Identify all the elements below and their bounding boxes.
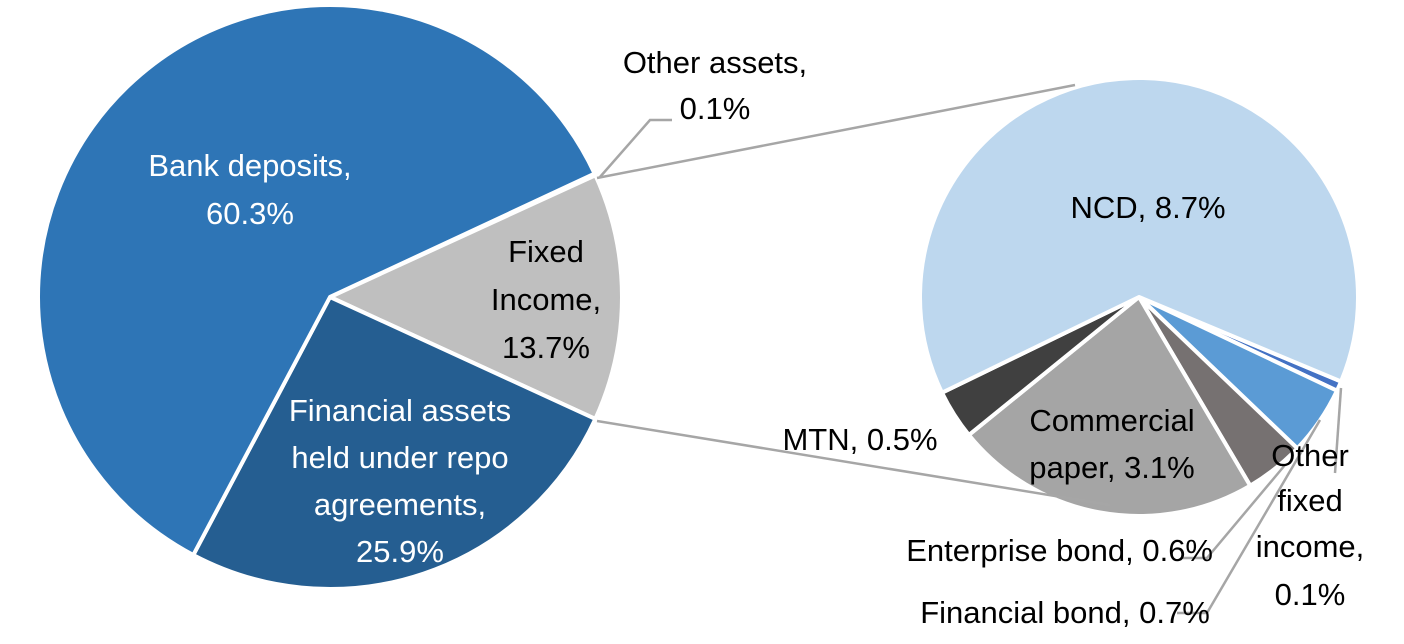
slice-ncd [918,76,1361,395]
label-enterprise-bond: Enterprise bond, 0.6% [906,533,1213,568]
leader-other-assets [599,118,672,178]
label-bank-deposits-value: 60.3% [206,196,294,231]
leader-financial-bond [1177,419,1322,615]
label-financial-assets-line: held under repo [291,440,508,475]
connector-line-top [596,83,1076,180]
label-other-assets: Other assets, 0.1% [623,45,807,126]
label-commercial-paper-line: Commercial [1029,403,1194,438]
label-ncd: NCD, 8.7% [1070,190,1225,225]
label-commercial-paper-value: paper, 3.1% [1029,450,1194,485]
label-commercial-paper: Commercial paper, 3.1% [1029,403,1194,485]
slice-commercial-paper [966,295,1253,518]
secondary-pie [918,76,1361,518]
label-other-fixed-income: Other fixed income, 0.1% [1256,438,1365,612]
label-financial-assets: Financial assets held under repo agreeme… [289,393,511,569]
label-bank-deposits: Bank deposits, 60.3% [148,148,351,231]
slice-financial-assets-held-under-repo-agreements [191,295,598,591]
label-financial-assets-line: Financial assets [289,393,511,428]
slice-fixed-income [328,173,624,421]
label-other-fixed-income-value: 0.1% [1275,577,1346,612]
label-fixed-income-line: Income, [491,282,601,317]
connector-line-bottom [596,419,1111,507]
label-fixed-income-value: 13.7% [502,330,590,365]
label-other-fixed-income-line: Other [1271,438,1349,473]
label-fixed-income-line: Fixed [508,234,584,269]
label-other-fixed-income-line: income, [1256,529,1365,564]
label-other-assets-value: 0.1% [680,91,751,126]
leader-enterprise-bond [1183,464,1286,560]
leader-other-fixed-income [1333,387,1343,474]
primary-pie [36,3,624,591]
label-other-assets-line: Other assets, [623,45,807,80]
label-bank-deposits-line: Bank deposits, [148,148,351,183]
label-financial-bond: Financial bond, 0.7% [920,595,1210,630]
slice-bank-deposits [36,3,597,558]
label-financial-assets-line: agreements, [314,487,486,522]
label-fixed-income: Fixed Income, 13.7% [491,234,601,365]
label-financial-assets-value: 25.9% [356,534,444,569]
label-other-fixed-income-line: fixed [1277,483,1342,518]
label-mtn: MTN, 0.5% [782,422,937,457]
